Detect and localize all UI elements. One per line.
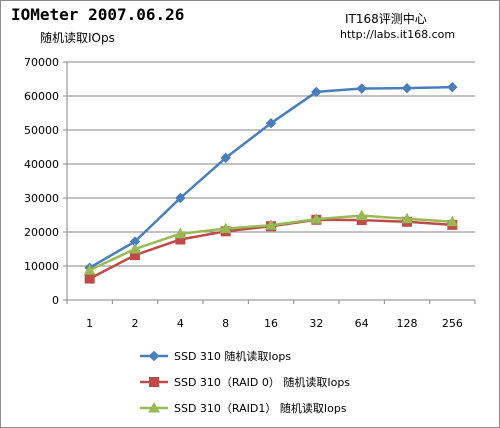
data-point-series-1 (265, 117, 277, 129)
data-point-series-3 (174, 227, 187, 239)
x-tick-label: 2 (132, 317, 139, 330)
x-tick-label: 256 (442, 317, 463, 330)
y-tick-label: 70000 (24, 56, 59, 69)
legend-label-2: SSD 310（RAID 0） 随机读取Iops (174, 375, 350, 389)
x-tick-label: 64 (355, 317, 369, 330)
x-tick-label: 8 (222, 317, 229, 330)
chart-subtitle: 随机读取IOps (40, 31, 115, 45)
x-tick-label: 128 (397, 317, 418, 330)
data-point-series-1 (447, 81, 458, 93)
legend-label-1: SSD 310 随机读取Iops (174, 349, 291, 363)
source-url: http://labs.it168.com (340, 28, 456, 41)
x-tick-label: 16 (264, 317, 278, 330)
x-tick-label: 4 (177, 317, 184, 330)
data-point-series-1 (311, 86, 322, 98)
data-point-series-3 (310, 213, 323, 224)
x-tick-label: 32 (309, 317, 323, 330)
legend-marker-2 (149, 377, 159, 387)
data-point-series-1 (356, 83, 367, 94)
data-point-series-1 (401, 82, 413, 94)
data-point-series-3 (265, 219, 277, 230)
data-point-series-3 (401, 212, 413, 224)
y-tick-label: 10000 (24, 260, 59, 273)
chart-title: IOMeter 2007.06.26 (11, 5, 185, 24)
data-point-series-3 (219, 222, 232, 234)
data-point-series-2 (84, 273, 95, 284)
y-tick-label: 30000 (24, 192, 59, 205)
legend-label-3: SSD 310（RAID1） 随机读取Iops (174, 401, 347, 415)
legend-marker-3 (148, 401, 160, 413)
series-line-1 (89, 85, 453, 269)
y-tick-label: 0 (52, 294, 59, 307)
y-tick-label: 40000 (24, 158, 59, 171)
source-name: IT168评测中心 (345, 12, 427, 26)
y-tick-label: 60000 (24, 90, 59, 103)
data-point-series-3 (446, 215, 459, 227)
legend-marker-1 (148, 350, 160, 362)
data-point-series-3 (129, 242, 141, 254)
x-tick-label: 1 (86, 317, 93, 330)
y-tick-label: 50000 (24, 124, 59, 137)
data-point-series-1 (175, 192, 186, 204)
y-tick-label: 20000 (24, 226, 59, 239)
data-point-series-3 (355, 209, 368, 221)
data-point-series-1 (220, 152, 231, 164)
data-point-series-3 (83, 264, 96, 275)
